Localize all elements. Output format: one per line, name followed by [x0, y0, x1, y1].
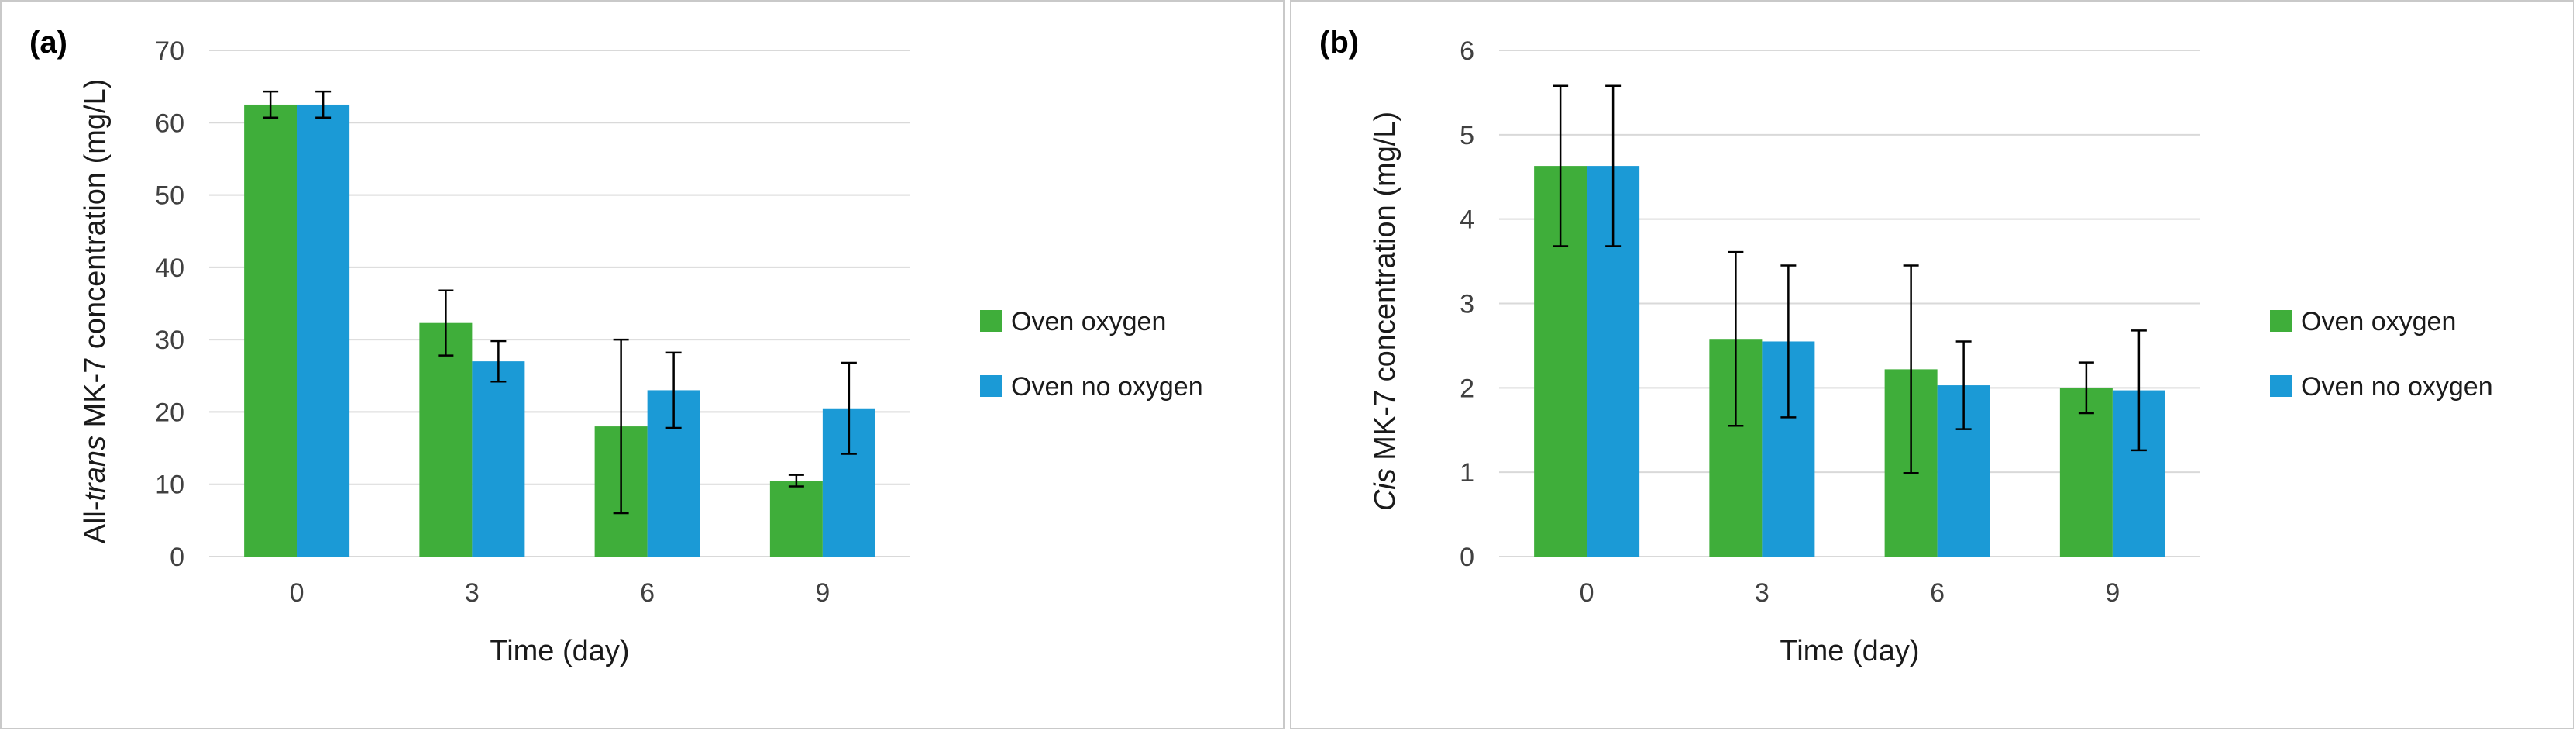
- y-tick-label: 70: [155, 36, 184, 66]
- legend-swatch: [2270, 310, 2292, 332]
- y-tick-label: 4: [1460, 205, 1474, 235]
- x-tick-label: 3: [1755, 578, 1769, 608]
- legend-label: Oven no oxygen: [2301, 372, 2493, 402]
- y-axis-title-suffix: MK-7 concentration (mg/L): [1369, 112, 1401, 468]
- chart-border: [1290, 0, 2574, 729]
- x-tick-label: 9: [815, 578, 830, 608]
- chart-panel-b: 0 1 2 3 4 5 6 0 3 6 9 Time (day) Cis MK-7 concentrat…: [1290, 0, 2576, 731]
- chart-svg: 0 10 20 30 40 50 60 70 0 3 6 9 Time (day) All-trans M…: [0, 0, 1285, 729]
- panel-label: (a): [29, 26, 67, 60]
- y-axis-title-italic: Cis: [1369, 468, 1401, 511]
- y-axis-title-prefix: All-: [79, 502, 112, 544]
- y-tick-label: 2: [1460, 374, 1474, 403]
- chart-panel-a: 0 10 20 30 40 50 60 70 0 3 6 9 Time (day) All-trans M…: [0, 0, 1286, 731]
- y-axis-title-suffix: MK-7 concentration (mg/L): [79, 79, 112, 436]
- y-tick-label: 6: [1460, 36, 1474, 66]
- x-tick-label: 6: [1930, 578, 1945, 608]
- legend-label: Oven no oxygen: [1011, 372, 1203, 402]
- panel-label: (b): [1319, 26, 1359, 60]
- y-tick-label: 1: [1460, 458, 1474, 488]
- x-tick-label: 0: [290, 578, 304, 608]
- bar-oven-oxygen: [769, 481, 823, 557]
- bar-oven-oxygen: [244, 104, 297, 557]
- y-axis-title: Cis MK-7 concentration (mg/L): [1369, 112, 1401, 511]
- chart-border: [0, 0, 1285, 729]
- y-tick-label: 10: [155, 471, 184, 500]
- y-tick-label: 60: [155, 109, 184, 138]
- legend-swatch: [2270, 375, 2292, 397]
- y-tick-label: 3: [1460, 290, 1474, 319]
- y-tick-label: 5: [1460, 121, 1474, 150]
- legend-swatch: [980, 375, 1002, 397]
- y-tick-label: 20: [155, 398, 184, 427]
- x-axis-title: Time (day): [490, 635, 629, 667]
- y-tick-label: 30: [155, 326, 184, 355]
- bar-oven-oxygen: [2059, 388, 2113, 557]
- y-tick-label: 50: [155, 181, 184, 211]
- x-tick-label: 6: [640, 578, 655, 608]
- legend-label: Oven oxygen: [1011, 307, 1166, 336]
- y-tick-label: 0: [1460, 543, 1474, 572]
- x-tick-label: 3: [465, 578, 480, 608]
- legend-label: Oven oxygen: [2301, 307, 2456, 336]
- y-tick-label: 0: [170, 543, 184, 572]
- x-axis-title: Time (day): [1780, 635, 1919, 667]
- legend-swatch: [980, 310, 1002, 332]
- x-tick-label: 0: [1580, 578, 1594, 608]
- bar-oven-oxygen: [419, 322, 473, 557]
- chart-svg: 0 1 2 3 4 5 6 0 3 6 9 Time (day) Cis MK-7 concentrat…: [1290, 0, 2574, 729]
- y-axis-title-italic: trans: [79, 436, 112, 501]
- x-tick-label: 9: [2105, 578, 2120, 608]
- y-tick-label: 40: [155, 253, 184, 283]
- bar-oven-no-oxygen: [472, 361, 525, 557]
- bar-oven-no-oxygen: [297, 104, 350, 557]
- y-axis-title: All-trans MK-7 concentration (mg/L): [79, 79, 112, 544]
